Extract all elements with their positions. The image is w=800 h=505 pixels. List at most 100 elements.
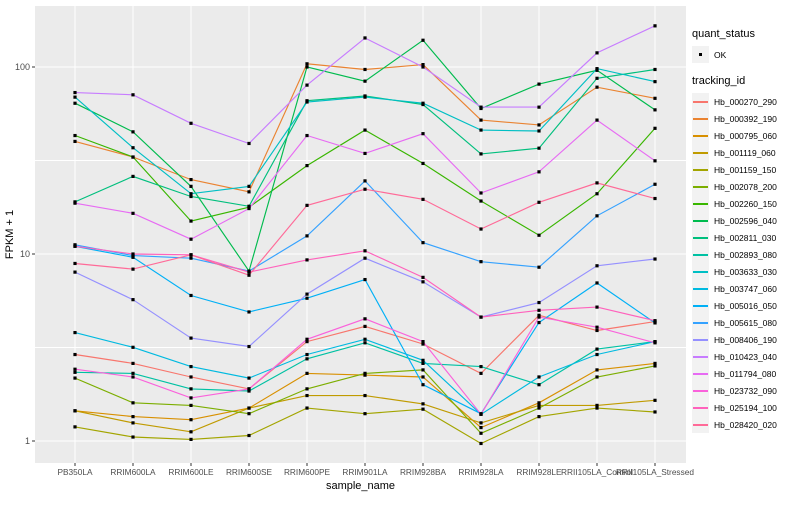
data-point bbox=[537, 320, 541, 325]
data-point bbox=[653, 159, 657, 163]
data-point bbox=[189, 184, 193, 188]
tracking-id-item: Hb_028420_020 bbox=[692, 416, 798, 433]
line-swatch-icon bbox=[692, 195, 709, 212]
tracking-id-label: Hb_028420_020 bbox=[714, 419, 777, 430]
data-point bbox=[595, 305, 599, 309]
data-point bbox=[131, 401, 135, 405]
data-point bbox=[363, 256, 367, 260]
data-point bbox=[479, 364, 483, 369]
x-axis-title: sample_name bbox=[326, 480, 395, 492]
line-swatch-icon bbox=[692, 212, 709, 229]
data-point bbox=[189, 336, 193, 340]
line-swatch-icon bbox=[692, 280, 709, 297]
data-point bbox=[537, 105, 541, 109]
data-point bbox=[73, 95, 77, 99]
y-tick-label: 10 bbox=[20, 249, 30, 259]
data-point bbox=[305, 393, 309, 398]
data-point bbox=[595, 192, 599, 196]
x-tick-label: RRII105LA_Stressed bbox=[616, 467, 694, 477]
tracking-id-label: Hb_002893_080 bbox=[714, 249, 777, 260]
data-point bbox=[363, 341, 367, 345]
data-point bbox=[421, 342, 425, 346]
tracking-id-label: Hb_003633_030 bbox=[714, 266, 777, 277]
data-point bbox=[363, 324, 367, 329]
data-point bbox=[537, 383, 541, 387]
data-point bbox=[73, 352, 77, 357]
data-point bbox=[131, 361, 135, 365]
data-point bbox=[131, 254, 135, 258]
data-point bbox=[595, 403, 599, 408]
data-point bbox=[247, 190, 251, 194]
data-point bbox=[595, 368, 599, 372]
line-swatch-icon bbox=[692, 314, 709, 331]
data-point bbox=[247, 273, 251, 277]
data-point bbox=[131, 93, 135, 97]
data-point bbox=[305, 371, 309, 375]
data-point bbox=[363, 151, 367, 156]
tracking-id-item: Hb_010423_040 bbox=[692, 348, 798, 365]
data-point bbox=[537, 403, 541, 408]
data-point bbox=[653, 398, 657, 402]
tracking-id-label: Hb_002078_200 bbox=[714, 181, 777, 192]
tracking-id-label: Hb_008406_190 bbox=[714, 334, 777, 345]
data-point bbox=[305, 406, 309, 410]
data-point bbox=[131, 174, 135, 178]
data-point bbox=[595, 181, 599, 185]
data-point bbox=[189, 437, 193, 441]
data-point bbox=[131, 375, 135, 379]
data-point bbox=[189, 375, 193, 379]
quant-status-item: OK bbox=[692, 46, 798, 63]
data-point bbox=[479, 199, 483, 203]
data-point bbox=[479, 227, 483, 231]
line-swatch-icon bbox=[692, 161, 709, 178]
data-point bbox=[421, 358, 425, 362]
data-point bbox=[363, 128, 367, 132]
data-point bbox=[421, 132, 425, 136]
x-tick-label: PB350LA bbox=[57, 467, 93, 477]
line-swatch-icon bbox=[692, 297, 709, 314]
data-point bbox=[247, 141, 251, 146]
line-swatch-icon bbox=[692, 331, 709, 348]
data-point bbox=[247, 412, 251, 416]
tracking-id-item: Hb_002596_040 bbox=[692, 212, 798, 229]
line-swatch-icon bbox=[692, 144, 709, 161]
line-swatch-icon bbox=[692, 110, 709, 127]
data-point bbox=[189, 418, 193, 422]
data-point bbox=[189, 256, 193, 260]
tracking-id-label: Hb_011794_080 bbox=[714, 368, 777, 379]
data-point bbox=[73, 376, 77, 380]
data-point bbox=[479, 260, 483, 264]
data-point bbox=[479, 152, 483, 156]
data-point bbox=[653, 364, 657, 368]
data-point bbox=[595, 406, 599, 410]
tracking-id-item: Hb_002811_030 bbox=[692, 229, 798, 246]
data-point bbox=[537, 313, 541, 317]
data-point bbox=[305, 357, 309, 361]
line-swatch-icon bbox=[692, 382, 709, 399]
data-point bbox=[305, 133, 309, 138]
data-point bbox=[421, 407, 425, 411]
data-point bbox=[479, 118, 483, 122]
data-point bbox=[595, 325, 599, 329]
x-tick-label: RRIM928BA bbox=[400, 467, 447, 477]
data-point bbox=[421, 101, 425, 105]
data-point bbox=[131, 155, 135, 159]
data-point bbox=[73, 139, 77, 144]
point-swatch-icon bbox=[692, 46, 709, 63]
tracking-id-item: Hb_023732_090 bbox=[692, 382, 798, 399]
data-point bbox=[421, 65, 425, 69]
data-point bbox=[595, 214, 599, 218]
line-swatch-icon bbox=[692, 399, 709, 416]
data-point bbox=[363, 371, 367, 375]
data-point bbox=[73, 101, 77, 105]
data-point bbox=[189, 387, 193, 391]
data-point bbox=[363, 393, 367, 398]
x-tick-label: RRIM928LA bbox=[458, 467, 504, 477]
tracking-id-item: Hb_001119_060 bbox=[692, 144, 798, 161]
data-point bbox=[305, 340, 309, 344]
tracking-id-label: Hb_003747_060 bbox=[714, 283, 777, 294]
data-point bbox=[189, 403, 193, 408]
data-point bbox=[421, 161, 425, 166]
data-point bbox=[653, 321, 657, 325]
tracking-id-item: Hb_008406_190 bbox=[692, 331, 798, 348]
